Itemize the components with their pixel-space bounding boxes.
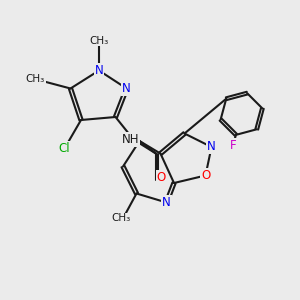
Text: N: N (162, 196, 171, 209)
Text: O: O (157, 171, 166, 184)
Text: Cl: Cl (59, 142, 70, 155)
Text: CH₃: CH₃ (89, 35, 109, 46)
Text: O: O (201, 169, 210, 182)
Text: N: N (122, 82, 131, 95)
Text: N: N (207, 140, 216, 154)
Text: F: F (230, 140, 236, 152)
Text: NH: NH (122, 133, 139, 146)
Text: CH₃: CH₃ (26, 74, 45, 85)
Text: CH₃: CH₃ (112, 213, 131, 224)
Text: N: N (94, 64, 103, 77)
